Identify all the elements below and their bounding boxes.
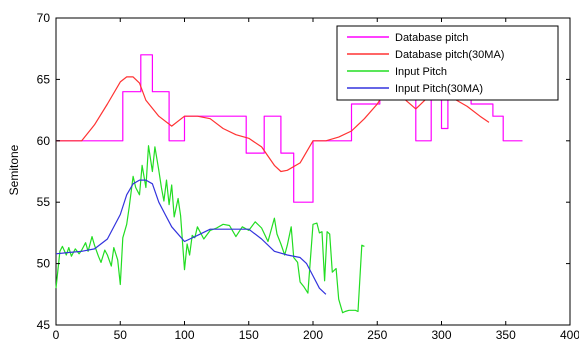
legend-label-4: Input Pitch(30MA) [395, 83, 483, 95]
legend-label-1: Database pitch [395, 32, 468, 44]
x-tick-label: 350 [496, 328, 516, 340]
x-tick-label: 250 [367, 328, 387, 340]
y-tick-label: 65 [37, 72, 51, 86]
series-line-3 [55, 145, 365, 314]
x-tick-label: 200 [303, 328, 323, 340]
y-tick-label: 60 [37, 134, 51, 148]
series-line-4 [55, 179, 327, 295]
legend-label-3: Input Pitch [395, 66, 447, 78]
series-line-2 [56, 76, 490, 173]
x-tick-label: 0 [53, 328, 60, 340]
legend: Database pitch Database pitch(30MA) Input … [336, 25, 559, 101]
x-tick-label: 150 [239, 328, 259, 340]
x-tick-label: 50 [114, 328, 128, 340]
legend-label-2: Database pitch(30MA) [395, 49, 504, 61]
y-axis-label: Semitone [7, 144, 21, 195]
x-tick-label: 400 [560, 328, 579, 340]
y-tick-label: 70 [37, 11, 51, 25]
y-tick-label: 50 [37, 257, 51, 271]
x-tick-label: 300 [431, 328, 451, 340]
y-tick-label: 55 [37, 195, 51, 209]
axes: 0 50 100 150 200 250 300 350 400 45 50 55 60 65 70 [37, 11, 579, 340]
x-tick-label: 100 [174, 328, 194, 340]
y-tick-label: 45 [37, 318, 51, 332]
